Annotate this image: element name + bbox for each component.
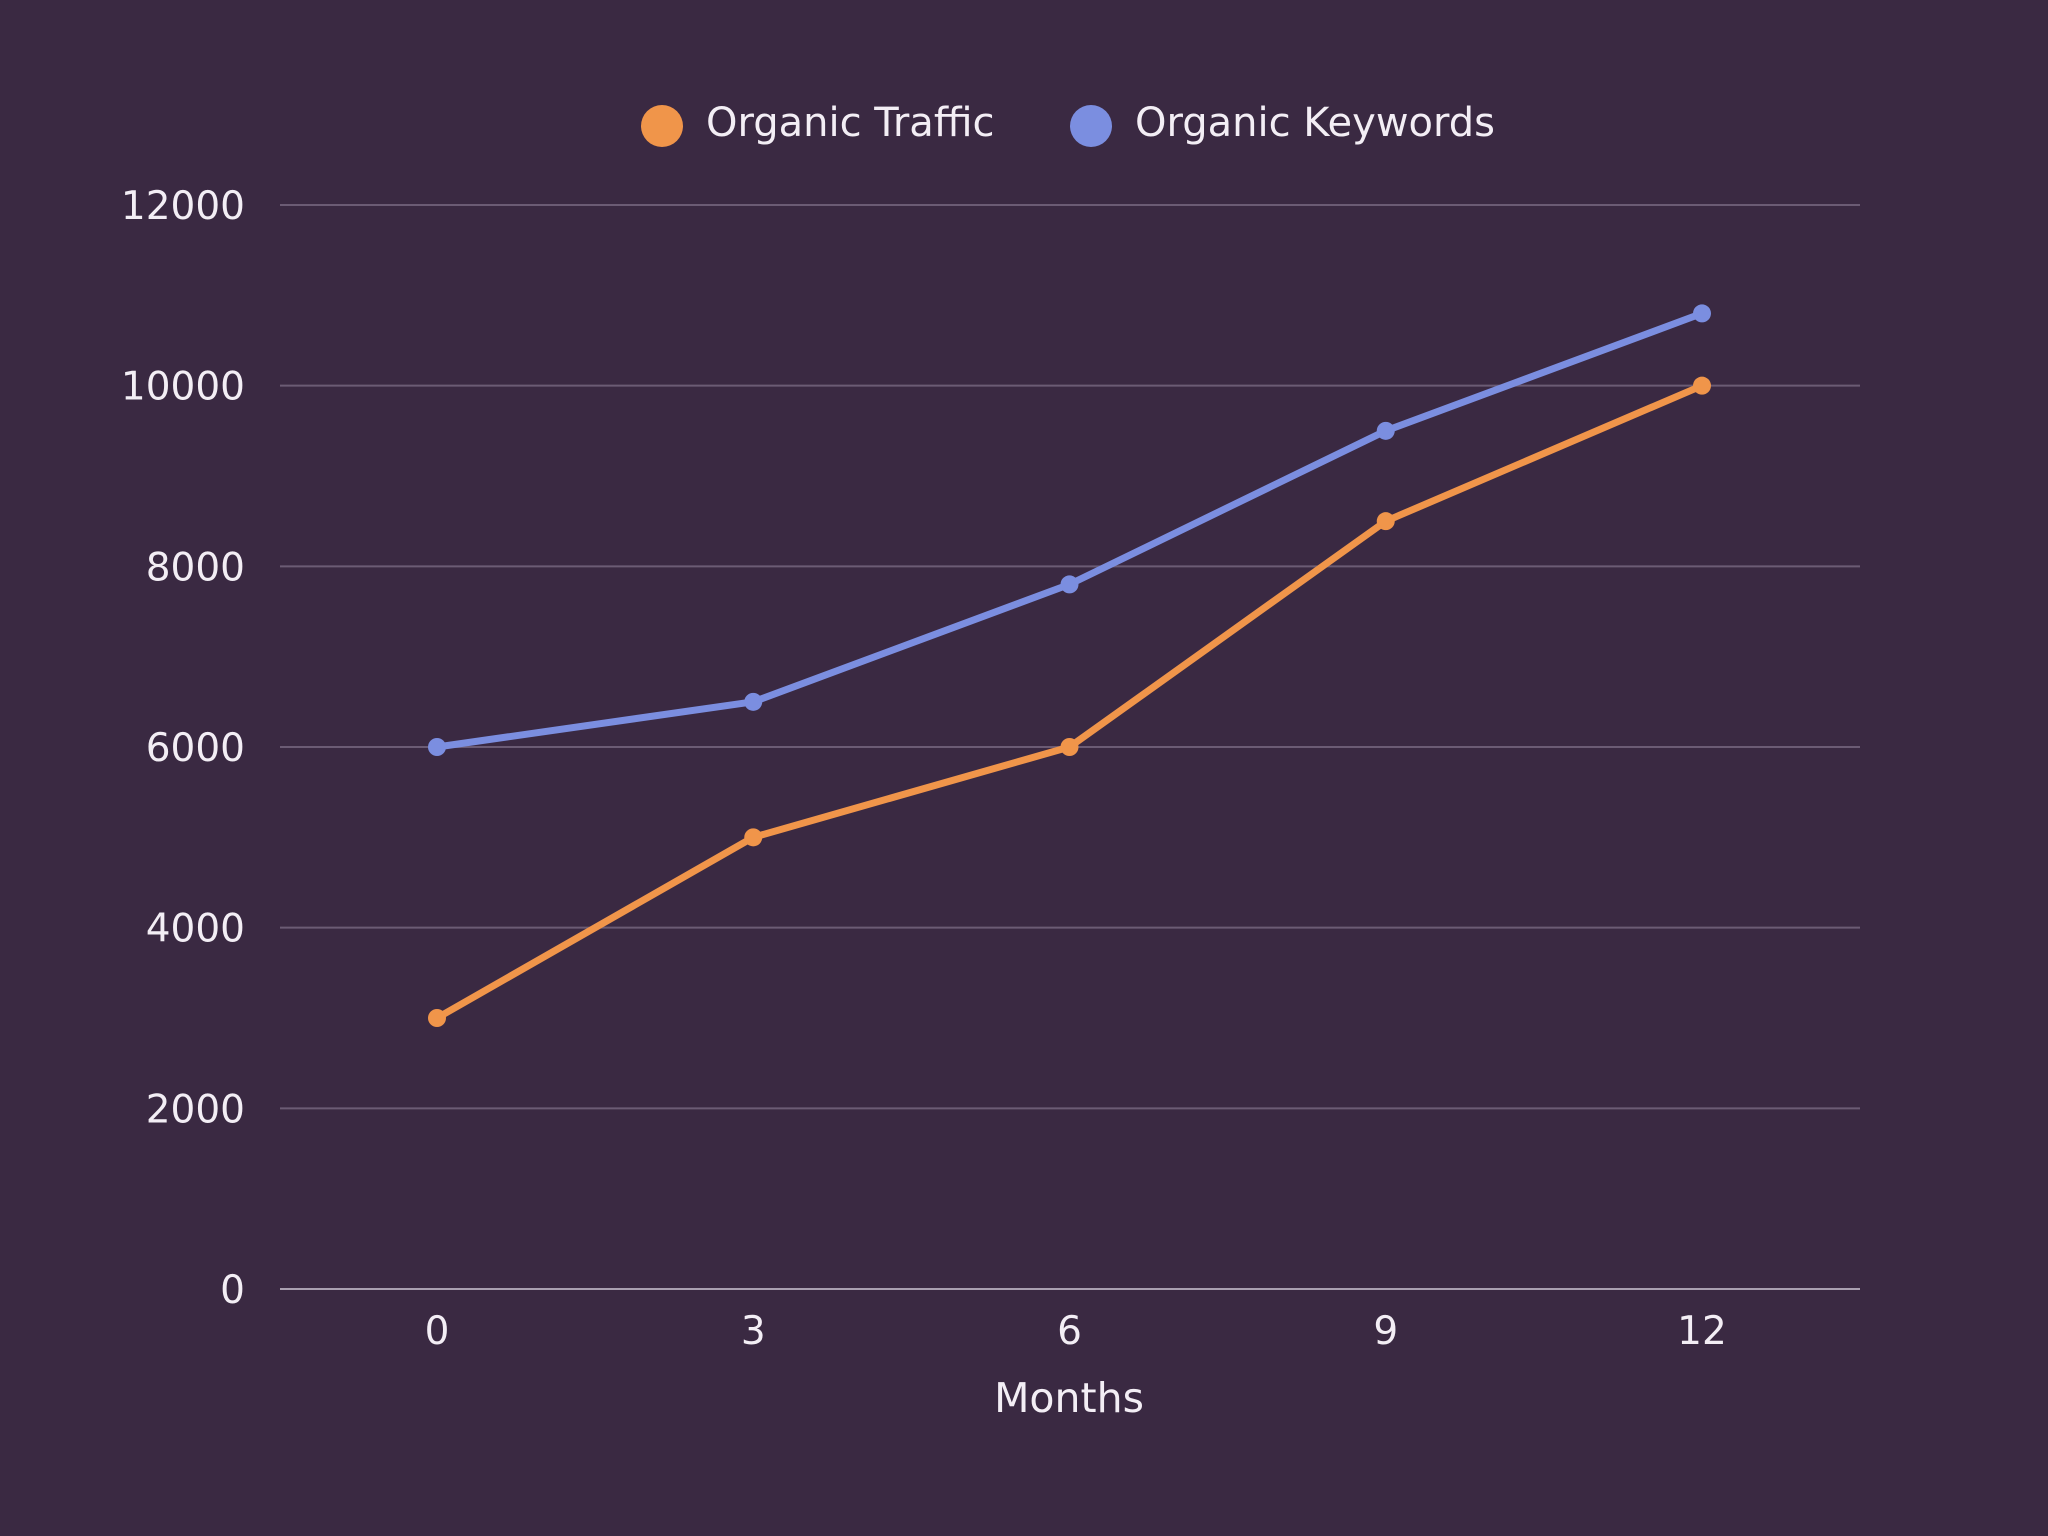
data-point: [1376, 421, 1395, 440]
gridlines: [280, 204, 1860, 1290]
y-tick-label: 12000: [121, 184, 245, 229]
series-organic-traffic: [428, 376, 1711, 1027]
legend-swatch: [1070, 105, 1112, 147]
legend-label: Organic Traffic: [706, 100, 994, 146]
data-point: [1060, 575, 1079, 594]
x-axis-title: Months: [994, 1374, 1144, 1422]
data-point: [1693, 376, 1711, 395]
legend-item: Organic Traffic: [641, 100, 994, 147]
y-axis: 0 2000 4000 6000 8000 10000 12000: [121, 184, 245, 1313]
x-axis: 0 3 6 9 12: [425, 1309, 1727, 1354]
data-point: [1060, 738, 1079, 756]
data-point: [1376, 512, 1395, 531]
data-point: [428, 738, 446, 756]
x-tick-label: 12: [1677, 1309, 1727, 1354]
legend-label: Organic Keywords: [1135, 100, 1495, 146]
x-tick-label: 0: [425, 1309, 450, 1354]
legend: Organic Traffic Organic Keywords: [641, 100, 1495, 147]
data-point: [1693, 304, 1711, 323]
y-tick-label: 2000: [146, 1087, 245, 1132]
series-layer: [428, 304, 1711, 1027]
data-point: [744, 692, 763, 711]
y-tick-label: 4000: [146, 907, 245, 952]
x-tick-label: 3: [741, 1309, 766, 1354]
y-tick-label: 0: [220, 1268, 245, 1313]
y-tick-label: 6000: [146, 726, 245, 771]
legend-item: Organic Keywords: [1070, 100, 1495, 147]
y-tick-label: 10000: [121, 365, 245, 410]
legend-swatch: [641, 105, 683, 147]
x-tick-label: 9: [1373, 1309, 1398, 1354]
x-tick-label: 6: [1057, 1309, 1082, 1354]
series-line: [433, 309, 1706, 751]
series-line: [433, 382, 1706, 1022]
y-tick-label: 8000: [146, 545, 245, 590]
series-organic-keywords: [428, 304, 1711, 756]
data-point: [428, 1009, 446, 1027]
data-point: [744, 828, 763, 847]
